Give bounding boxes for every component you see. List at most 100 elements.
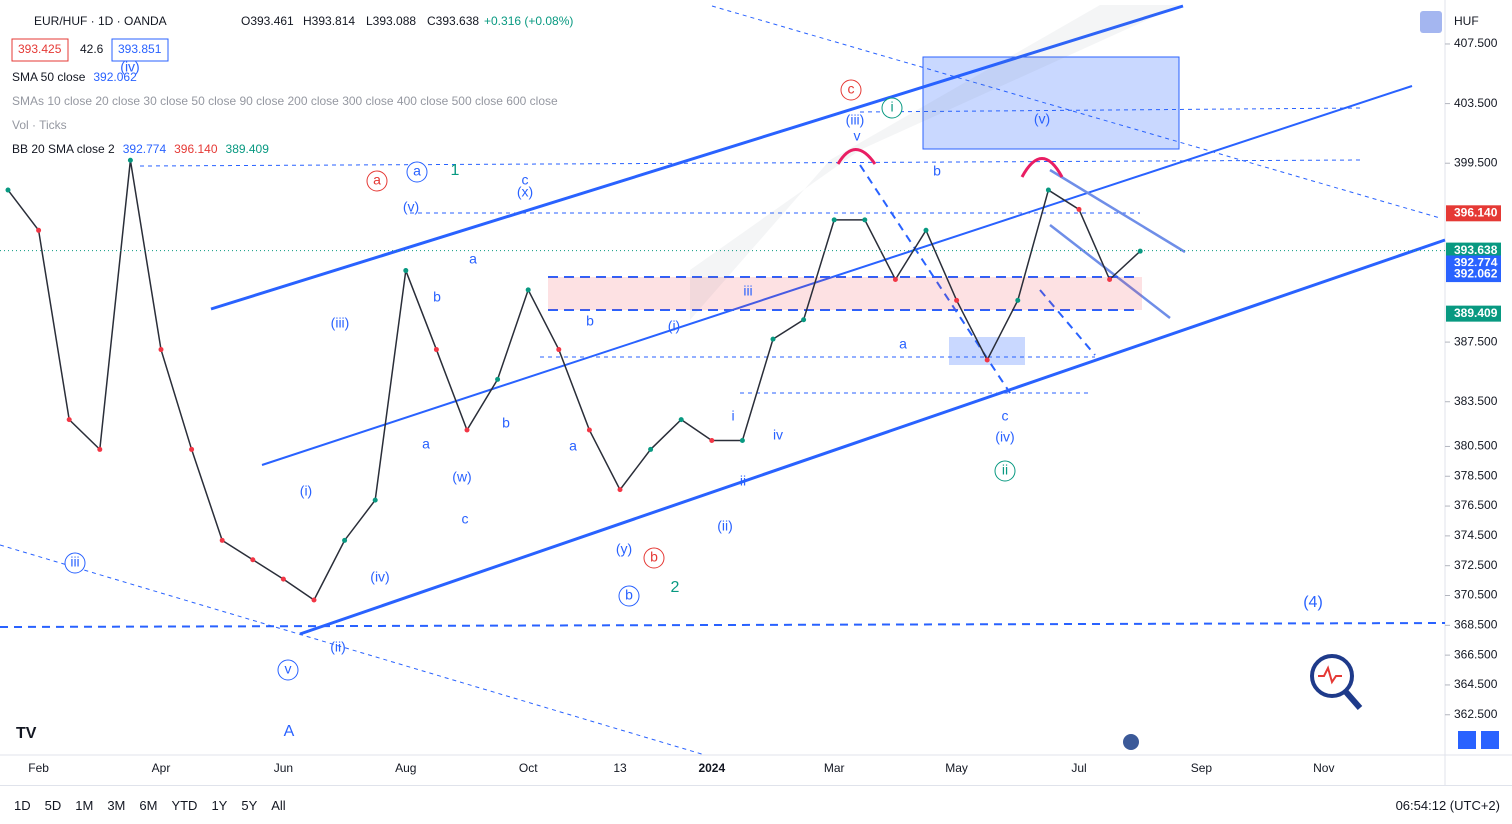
y-tick-label: 372.500 [1454, 558, 1498, 572]
annotation-circle [406, 161, 428, 183]
indicator-value: 392.774 [123, 142, 167, 156]
price-point [678, 417, 684, 423]
price-point [1076, 206, 1082, 212]
legend: EUR/HUF · 1D · OANDA O393.461 H393.814 L… [11, 14, 1479, 62]
tv-logo: TV [16, 725, 37, 742]
y-tick-label: 370.500 [1454, 588, 1498, 602]
x-tick-label: Jun [274, 761, 293, 775]
range-button[interactable]: 5Y [241, 797, 258, 813]
wave-label: (iv) [995, 429, 1014, 445]
button[interactable] [1458, 731, 1476, 749]
price-point [892, 276, 898, 282]
wave-label: iv [773, 427, 783, 443]
y-tick-label: 403.500 [1454, 96, 1498, 110]
spread: 42.6 [80, 42, 104, 56]
x-tick-label: Oct [519, 761, 538, 775]
x-tick-label: Feb [28, 761, 49, 775]
price-point [770, 336, 776, 342]
price-tag-label: 396.140 [1454, 205, 1498, 219]
y-tick-label: 387.500 [1454, 334, 1498, 348]
price-tag [1446, 305, 1501, 322]
price-point [189, 446, 195, 452]
bid-box[interactable] [11, 38, 69, 62]
ask-box[interactable] [111, 38, 169, 62]
price-point [801, 317, 807, 323]
range-button[interactable]: 1M [75, 797, 94, 813]
price-point [709, 437, 715, 443]
wave-label: (iv) [120, 59, 139, 75]
price-point [433, 347, 439, 353]
zone [922, 56, 1180, 150]
button[interactable] [1420, 11, 1442, 33]
range-button[interactable]: All [271, 797, 286, 813]
symbol: EUR/HUF · 1D · OANDA [34, 14, 167, 28]
price-point [219, 537, 225, 543]
price-point [831, 217, 837, 223]
wave-label: (y) [616, 541, 632, 557]
x-tick-label: May [945, 761, 968, 775]
price-point [1045, 187, 1051, 193]
wave-label: ii [1002, 462, 1008, 478]
wave-label: (iii) [331, 315, 350, 331]
y-tick-label: 366.500 [1454, 647, 1498, 661]
wave-label: iii [743, 283, 752, 299]
wave-label: i [890, 99, 893, 115]
indicator-name: SMAs 10 close 20 close 30 close 50 close… [12, 94, 558, 108]
x-tick-label: 13 [613, 761, 627, 775]
wave-label: (i) [668, 318, 680, 334]
y-tick-label: 374.500 [1454, 528, 1498, 542]
toolbar: 1D 5D 1M 3M 6M YTD 1Y 5Y All 06:54:12 (UTC+2) [0, 785, 1512, 824]
button[interactable] [1481, 731, 1499, 749]
price-point [280, 576, 286, 582]
price-point [342, 537, 348, 543]
wave-label: a [899, 336, 907, 352]
annotation-circle [643, 547, 665, 569]
price-tag-label: 389.409 [1454, 306, 1498, 320]
price-tag [1446, 266, 1501, 283]
price-point [36, 227, 42, 233]
price-line [7, 160, 1141, 602]
price-point [311, 597, 317, 603]
range-button[interactable]: YTD [171, 797, 198, 813]
x-tick-label: Apr [152, 761, 171, 775]
price-point [372, 497, 378, 503]
price-point [1137, 248, 1143, 254]
price-tag-label: 393.638 [1454, 243, 1498, 257]
wave-label: a [569, 438, 577, 454]
wave-label: (ii) [330, 639, 346, 655]
range-button[interactable]: 6M [139, 797, 158, 813]
price-point [954, 297, 960, 303]
price-point [1107, 276, 1113, 282]
x-tick-label: Sep [1191, 761, 1213, 775]
annotation-circle [881, 97, 903, 119]
wave-label: b [586, 313, 594, 329]
annotation-circle [618, 585, 640, 607]
bid: 393.425 [18, 42, 62, 56]
price-point [923, 227, 929, 233]
price-point [5, 187, 11, 193]
range-button[interactable]: 1Y [211, 797, 228, 813]
price-tag-label: 392.062 [1454, 266, 1498, 280]
range-button[interactable]: 3M [107, 797, 126, 813]
wave-label: b [502, 415, 510, 431]
wave-label: (x) [517, 184, 533, 200]
clock: 06:54:12 (UTC+2) [1395, 797, 1500, 813]
range-button[interactable]: 1D [14, 797, 31, 813]
chart: TV EUR/HUF · 1D · OANDA O393.461 H393.81… [0, 0, 1512, 785]
price-tag [1446, 205, 1501, 222]
ohlc: O393.461 [241, 14, 294, 28]
wave-label: v [854, 128, 861, 144]
wave-label: (4) [1303, 594, 1323, 611]
price-point [586, 427, 592, 433]
ohlc: H393.814 [303, 14, 355, 28]
y-tick-label: 407.500 [1454, 36, 1498, 50]
indicator-value: 396.140 [174, 142, 218, 156]
wave-label: b [650, 549, 658, 565]
price-point [464, 427, 470, 433]
range-button[interactable]: 5D [44, 797, 62, 813]
x-tick-label: Aug [395, 761, 416, 775]
price-point [556, 347, 562, 353]
wave-label: (v) [1034, 111, 1050, 127]
zone [548, 277, 1142, 310]
price-point [250, 557, 256, 563]
